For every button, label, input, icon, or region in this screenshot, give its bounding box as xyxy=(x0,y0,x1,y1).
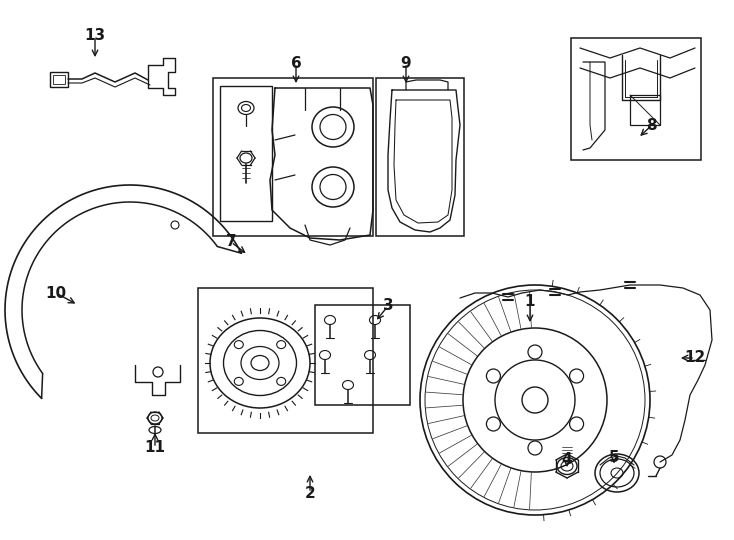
Text: 4: 4 xyxy=(562,453,573,468)
Bar xyxy=(50,72,68,87)
Text: 7: 7 xyxy=(225,234,236,249)
Bar xyxy=(220,86,272,221)
Bar xyxy=(571,38,701,160)
Text: 3: 3 xyxy=(382,299,393,314)
Bar xyxy=(376,78,464,236)
Bar xyxy=(198,288,373,433)
Text: 13: 13 xyxy=(84,29,106,44)
Text: 6: 6 xyxy=(291,56,302,71)
Text: 8: 8 xyxy=(646,118,656,133)
Text: 12: 12 xyxy=(684,350,705,366)
Text: 10: 10 xyxy=(46,286,67,300)
Text: 11: 11 xyxy=(145,441,165,456)
Text: 5: 5 xyxy=(608,450,619,465)
Text: 1: 1 xyxy=(525,294,535,309)
Text: 2: 2 xyxy=(305,485,316,501)
Bar xyxy=(630,95,660,125)
Bar xyxy=(315,305,410,405)
Bar xyxy=(213,78,373,236)
Bar xyxy=(53,75,65,84)
Text: 9: 9 xyxy=(401,56,411,71)
